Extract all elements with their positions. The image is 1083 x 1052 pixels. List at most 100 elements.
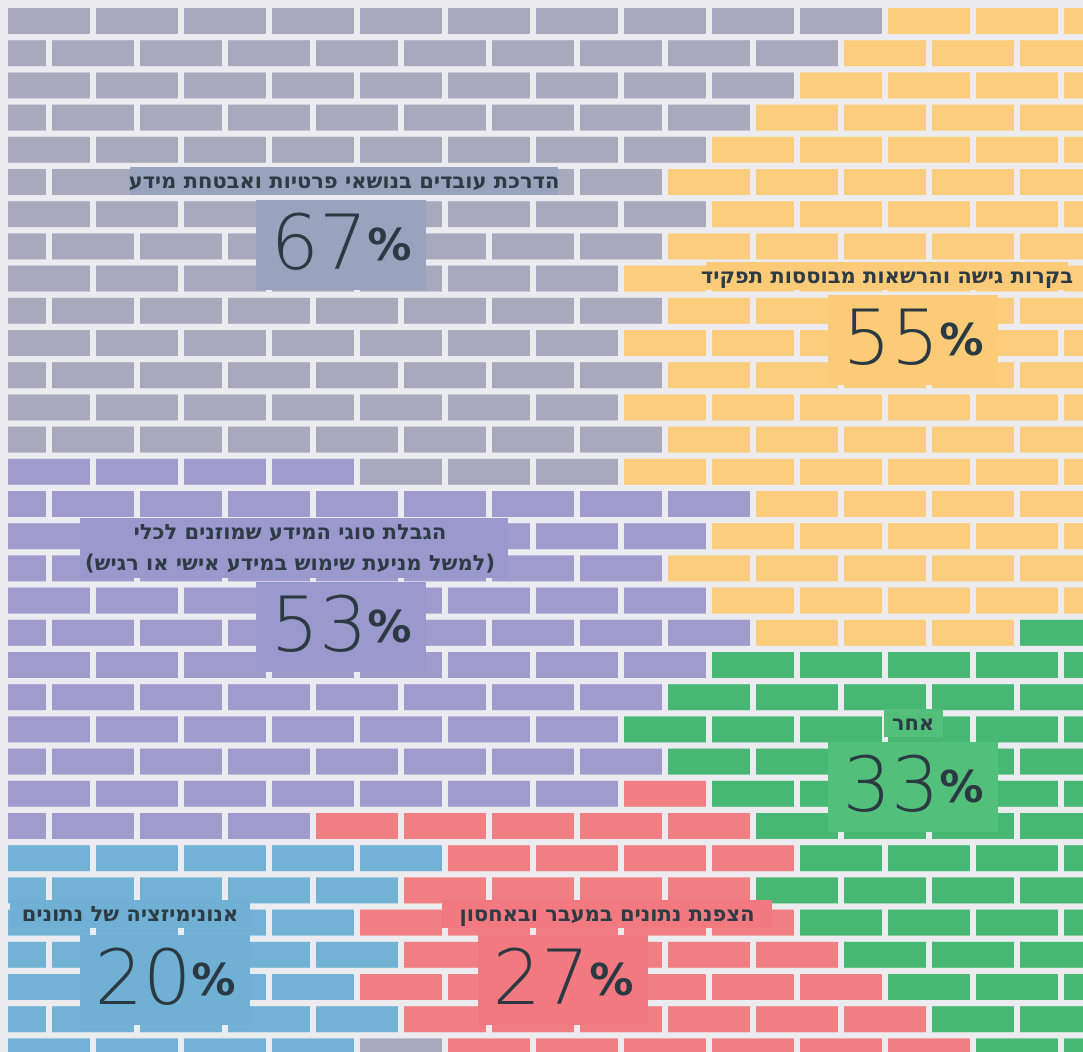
value-number: 67 [271, 198, 368, 287]
brick [800, 523, 882, 550]
brick [712, 201, 794, 228]
brick [96, 394, 178, 421]
brick [580, 169, 662, 195]
brick [140, 748, 222, 775]
brick [96, 1038, 178, 1052]
brick [8, 1006, 46, 1033]
brick [844, 40, 926, 67]
brick [316, 877, 398, 904]
brick [1020, 684, 1083, 711]
brick [1064, 523, 1083, 550]
brick [8, 458, 90, 485]
brick [888, 458, 970, 485]
brick [360, 716, 442, 743]
brick [448, 587, 530, 614]
brick [756, 941, 838, 968]
brick [668, 813, 750, 839]
brick [492, 877, 574, 904]
brick [52, 362, 134, 389]
brick [668, 619, 750, 646]
brick [1020, 491, 1083, 517]
brick [1020, 555, 1083, 582]
brick [712, 136, 794, 163]
brick [316, 491, 398, 517]
brick [8, 104, 46, 131]
brick [1064, 716, 1083, 743]
brick [668, 426, 750, 453]
brick [228, 684, 310, 711]
label-background [442, 900, 772, 928]
brick [756, 1006, 838, 1033]
brick [756, 40, 838, 67]
brick [1064, 780, 1083, 807]
brick [668, 555, 750, 582]
brick [316, 941, 398, 968]
brick [844, 104, 926, 131]
brick [448, 845, 530, 872]
brick [712, 974, 794, 1000]
brick [580, 104, 662, 131]
brick [140, 104, 222, 131]
brick [360, 458, 442, 485]
brick [800, 587, 882, 614]
brick [976, 587, 1058, 614]
brick [492, 40, 574, 67]
value-label: 53% [271, 580, 412, 669]
brick [228, 491, 310, 517]
brick [404, 426, 486, 453]
brick [756, 748, 838, 775]
brick [624, 330, 706, 356]
brick [492, 684, 574, 711]
brick [272, 330, 354, 356]
brick [1064, 845, 1083, 872]
brick [448, 72, 530, 99]
brick [580, 748, 662, 775]
brick [316, 362, 398, 389]
brick [932, 684, 1014, 711]
brick [536, 201, 618, 228]
brick [448, 716, 530, 743]
label-background [706, 262, 1068, 290]
brick [52, 426, 134, 453]
brick [536, 523, 618, 550]
brick [96, 845, 178, 872]
brick [1064, 330, 1083, 356]
brick [1064, 394, 1083, 421]
brick [228, 877, 310, 904]
brick [624, 265, 706, 292]
brick [536, 265, 618, 292]
brick [668, 297, 750, 324]
brick [756, 169, 838, 195]
brick [580, 491, 662, 517]
brick [1064, 974, 1083, 1000]
brick [1064, 909, 1083, 936]
brick [448, 458, 530, 485]
brick [448, 8, 530, 34]
brick [536, 136, 618, 163]
brick [272, 394, 354, 421]
value-box [256, 582, 426, 672]
brick [668, 491, 750, 517]
brick [800, 8, 882, 34]
brick [492, 748, 574, 775]
brick [932, 555, 1014, 582]
brick [624, 780, 706, 807]
brick [272, 909, 354, 936]
brick [448, 394, 530, 421]
brick [52, 169, 134, 195]
brick [976, 909, 1058, 936]
brick [448, 1038, 530, 1052]
brick [712, 458, 794, 485]
brick [800, 394, 882, 421]
brick [184, 72, 266, 99]
brick [228, 426, 310, 453]
brick [316, 40, 398, 67]
brick [976, 845, 1058, 872]
brick [8, 491, 46, 517]
brick [404, 297, 486, 324]
brick [448, 652, 530, 678]
brick [844, 169, 926, 195]
brick [52, 748, 134, 775]
brick [536, 716, 618, 743]
brick [1064, 136, 1083, 163]
